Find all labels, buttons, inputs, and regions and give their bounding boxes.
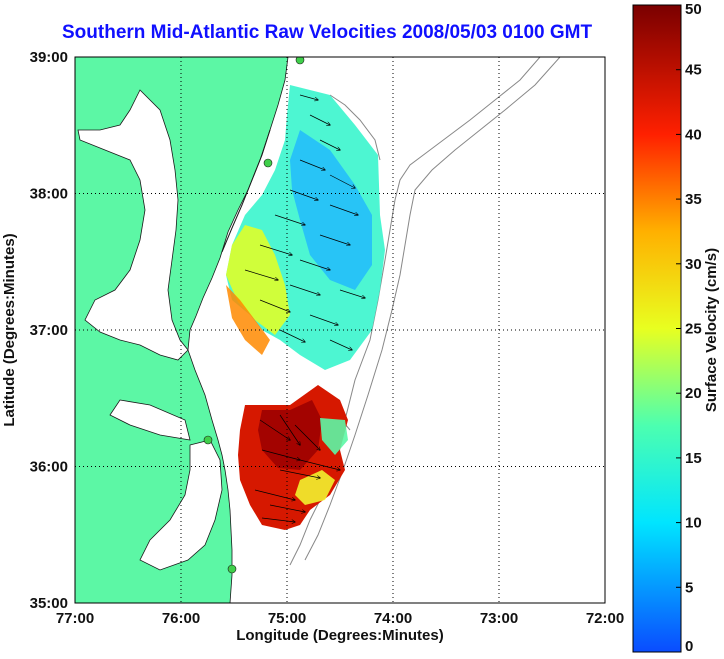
colorbar-tick-label: 50 [685,1,702,18]
colorbar-tick-label: 10 [685,515,702,532]
x-tick-label: 76:00 [162,610,200,627]
y-tick-label: 35:00 [30,595,68,612]
colorbar-tick-label: 20 [685,385,702,402]
colorbar-tick-label: 0 [685,638,693,655]
chesapeake-bay [77,89,189,361]
y-axis-label: Latitude (Degrees:Minutes) [1,233,18,426]
radar-station-2 [263,158,273,168]
x-tick-label: 75:00 [268,610,306,627]
colorbar-ticks: 0 5 10 15 20 25 30 35 40 45 50 [676,1,702,655]
velocity-field-north-orange [226,285,270,355]
y-tick-label: 37:00 [30,322,68,339]
velocity-arrows [244,94,365,522]
y-tick-label: 38:00 [30,186,68,203]
colorbar-tick-label: 45 [685,62,702,79]
sound-inlet [109,399,191,441]
colorbar-tick-label: 40 [685,126,702,143]
delmarva-coast [221,129,271,253]
radar-station-3 [203,435,213,445]
x-tick-label: 73:00 [480,610,518,627]
y-tick-label: 39:00 [30,49,68,66]
velocity-field-south-dark [258,400,322,470]
colorbar-tick-label: 25 [685,321,702,338]
colorbar-tick-label: 5 [685,579,693,596]
radar-station-1 [295,57,305,65]
radar-station-4 [227,564,237,574]
chart-title: Southern Mid-Atlantic Raw Velocities 200… [62,22,593,43]
velocity-field-north-yellow [226,225,290,335]
grid-lines [75,57,605,603]
colorbar-tick-label: 15 [685,450,702,467]
y-tick-label: 36:00 [30,459,68,476]
colorbar-tick-label: 35 [685,191,702,208]
colorbar-label: Surface Velocity (cm/s) [703,248,720,412]
x-axis-ticks: 77:00 76:00 75:00 74:00 73:00 72:00 [56,610,624,627]
velocity-field-south-teal [320,418,348,455]
colorbar [632,4,682,653]
plot-frame [74,56,606,604]
colorbar-tick-label: 30 [685,256,702,273]
x-tick-label: 77:00 [56,610,94,627]
x-axis-label: Longitude (Degrees:Minutes) [236,627,444,644]
y-axis-ticks: 39:00 38:00 37:00 36:00 35:00 [30,49,68,612]
velocity-field-south-yellow [295,470,335,505]
x-tick-label: 72:00 [586,610,624,627]
x-tick-label: 74:00 [374,610,412,627]
velocity-field-north-blue [290,130,372,290]
